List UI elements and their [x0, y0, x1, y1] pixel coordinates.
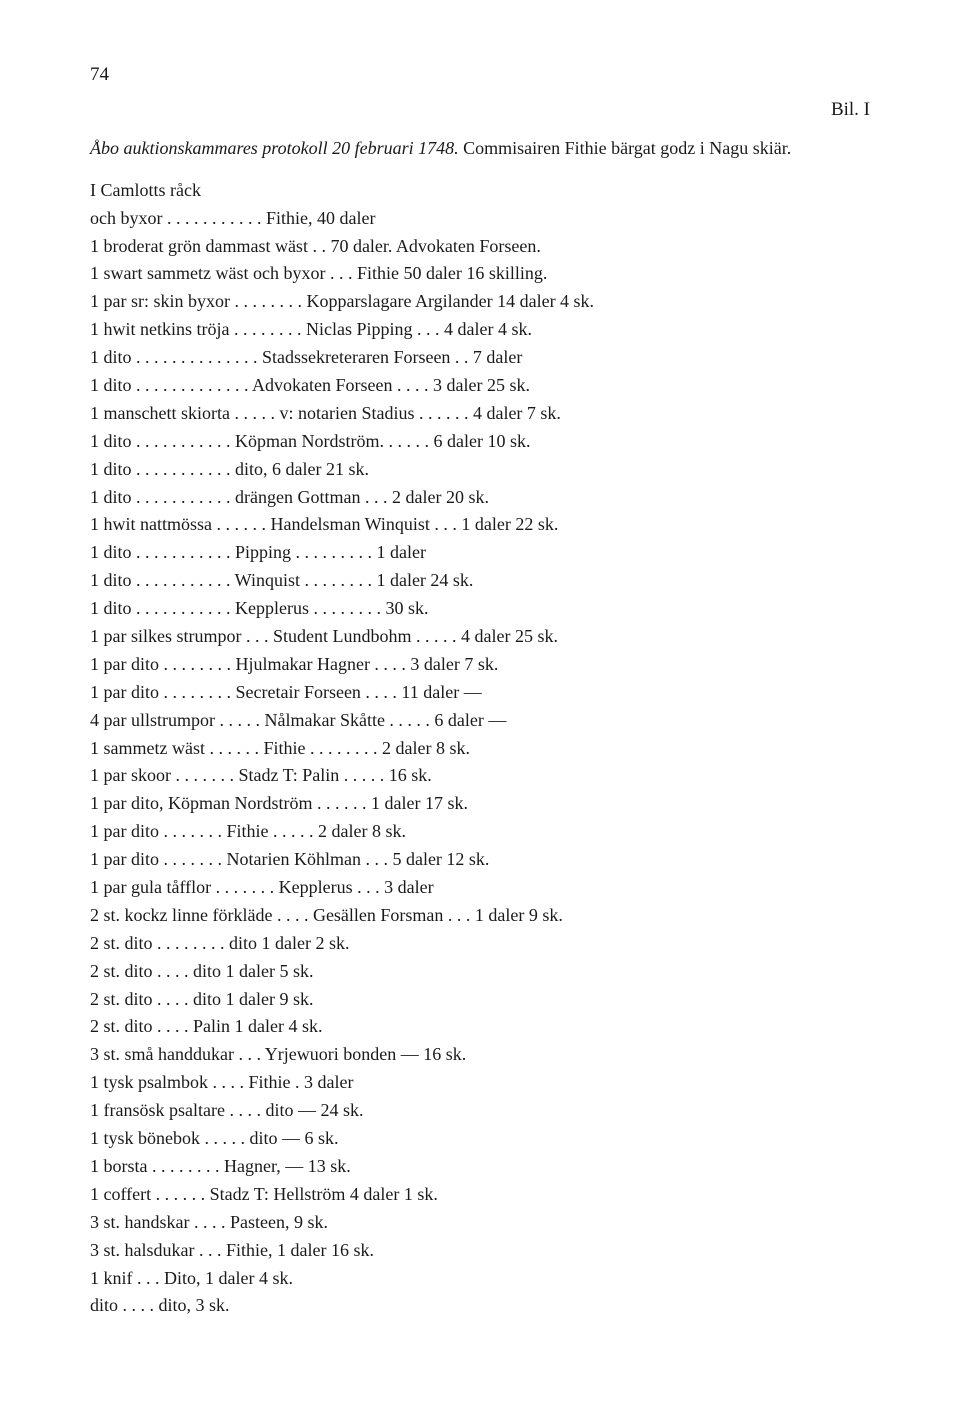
entry-line: 1 manschett skiorta . . . . . v: notarie… [90, 400, 870, 428]
entry-line: 1 par dito . . . . . . . . Hjulmakar Hag… [90, 651, 870, 679]
entry-line: 1 sammetz wäst . . . . . . Fithie . . . … [90, 735, 870, 763]
entry-line: 1 coffert . . . . . . Stadz T: Hellström… [90, 1181, 870, 1209]
entry-line: 1 tysk bönebok . . . . . dito — 6 sk. [90, 1125, 870, 1153]
entry-line: 1 swart sammetz wäst och byxor . . . Fit… [90, 260, 870, 288]
entries-block: I Camlotts råckoch byxor . . . . . . . .… [90, 177, 870, 1321]
page-number: 74 [90, 60, 870, 89]
entry-line: 3 st. halsdukar . . . Fithie, 1 daler 16… [90, 1237, 870, 1265]
entry-line: 1 dito . . . . . . . . . . . . . Advokat… [90, 372, 870, 400]
entry-line: 1 tysk psalmbok . . . . Fithie . 3 daler [90, 1069, 870, 1097]
entry-line: 2 st. dito . . . . dito 1 daler 5 sk. [90, 958, 870, 986]
entry-line: 1 dito . . . . . . . . . . . Winquist . … [90, 567, 870, 595]
entry-line: 1 par sr: skin byxor . . . . . . . . Kop… [90, 288, 870, 316]
entry-line: 4 par ullstrumpor . . . . . Nålmakar Skå… [90, 707, 870, 735]
entry-line: 1 hwit nattmössa . . . . . . Handelsman … [90, 511, 870, 539]
entry-line: 1 dito . . . . . . . . . . . dito, 6 dal… [90, 456, 870, 484]
entry-line: 1 par dito . . . . . . . Fithie . . . . … [90, 818, 870, 846]
document-title: Åbo auktionskammares protokoll 20 februa… [90, 135, 870, 163]
entry-line: 3 st. små handdukar . . . Yrjewuori bond… [90, 1041, 870, 1069]
title-rest: Commisairen Fithie bärgat godz i Nagu sk… [459, 138, 792, 158]
entry-line: 1 hwit netkins tröja . . . . . . . . Nic… [90, 316, 870, 344]
entry-line: 1 knif . . . Dito, 1 daler 4 sk. [90, 1265, 870, 1293]
entry-line: 1 par dito . . . . . . . Notarien Köhlma… [90, 846, 870, 874]
entry-line: 2 st. dito . . . . dito 1 daler 9 sk. [90, 986, 870, 1014]
entry-line: 1 dito . . . . . . . . . . . drängen Got… [90, 484, 870, 512]
entry-line: I Camlotts råck [90, 177, 870, 205]
entry-line: 1 par silkes strumpor . . . Student Lund… [90, 623, 870, 651]
entry-line: 2 st. dito . . . . . . . . dito 1 daler … [90, 930, 870, 958]
entry-line: dito . . . . dito, 3 sk. [90, 1292, 870, 1320]
entry-line: 1 dito . . . . . . . . . . . Pipping . .… [90, 539, 870, 567]
title-italic: Åbo auktionskammares protokoll 20 februa… [90, 138, 459, 158]
entry-line: 1 borsta . . . . . . . . Hagner, — 13 sk… [90, 1153, 870, 1181]
entry-line: 1 par dito . . . . . . . . Secretair For… [90, 679, 870, 707]
entry-line: 3 st. handskar . . . . Pasteen, 9 sk. [90, 1209, 870, 1237]
entry-line: 2 st. kockz linne förkläde . . . . Gesäl… [90, 902, 870, 930]
entry-line: 1 par skoor . . . . . . . Stadz T: Palin… [90, 762, 870, 790]
entry-line: 2 st. dito . . . . Palin 1 daler 4 sk. [90, 1013, 870, 1041]
entry-line: 1 par dito, Köpman Nordström . . . . . .… [90, 790, 870, 818]
entry-line: 1 fransösk psaltare . . . . dito — 24 sk… [90, 1097, 870, 1125]
entry-line: 1 dito . . . . . . . . . . . Köpman Nord… [90, 428, 870, 456]
entry-line: 1 broderat grön dammast wäst . . 70 dale… [90, 233, 870, 261]
entry-line: 1 dito . . . . . . . . . . . . . . Stads… [90, 344, 870, 372]
bil-label: Bil. I [90, 95, 870, 124]
entry-line: 1 dito . . . . . . . . . . . Kepplerus .… [90, 595, 870, 623]
entry-line: och byxor . . . . . . . . . . . Fithie, … [90, 205, 870, 233]
entry-line: 1 par gula tåfflor . . . . . . . Keppler… [90, 874, 870, 902]
